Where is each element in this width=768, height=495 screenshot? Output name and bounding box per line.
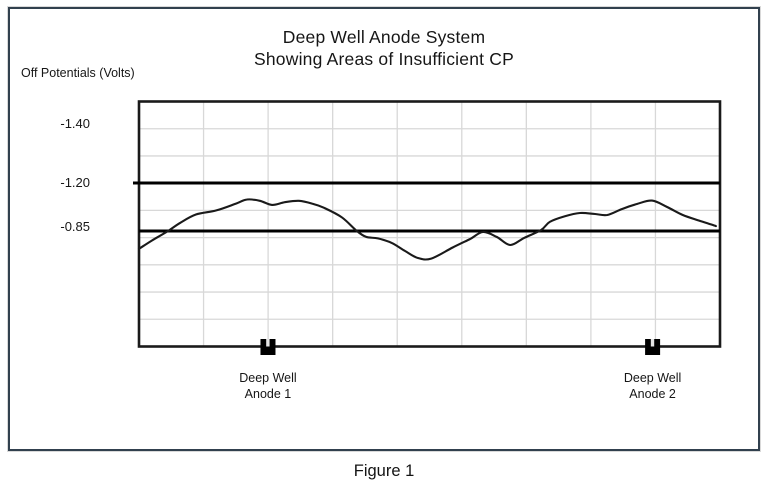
y-tick-minus-1-20: -1.20 [60,175,90,190]
anode-1-label-line2: Anode 1 [244,386,292,401]
y-axis-label: Off Potentials (Volts) [21,66,135,80]
chart-title: Deep Well Anode System Showing Areas of … [8,26,760,70]
anode-1-label-line1: Deep Well [239,371,297,385]
figure-caption: Figure 1 [353,462,415,480]
y-tick-minus-1-40: -1.40 [60,116,90,131]
chart-title-line2: Showing Areas of Insufficient CP [254,49,514,69]
anode-1-label: Deep Well Anode 1 [208,371,328,402]
chart-outer-frame [8,7,760,451]
chart-title-line1: Deep Well Anode System [282,27,486,47]
y-tick-minus-0-85: -0.85 [60,219,90,234]
anode-2-label-line1: Deep Well [623,371,682,385]
anode-2-label-line2: Anode 2 [629,386,676,401]
anode-2-label: Deep Well Anode 2 [593,371,713,402]
